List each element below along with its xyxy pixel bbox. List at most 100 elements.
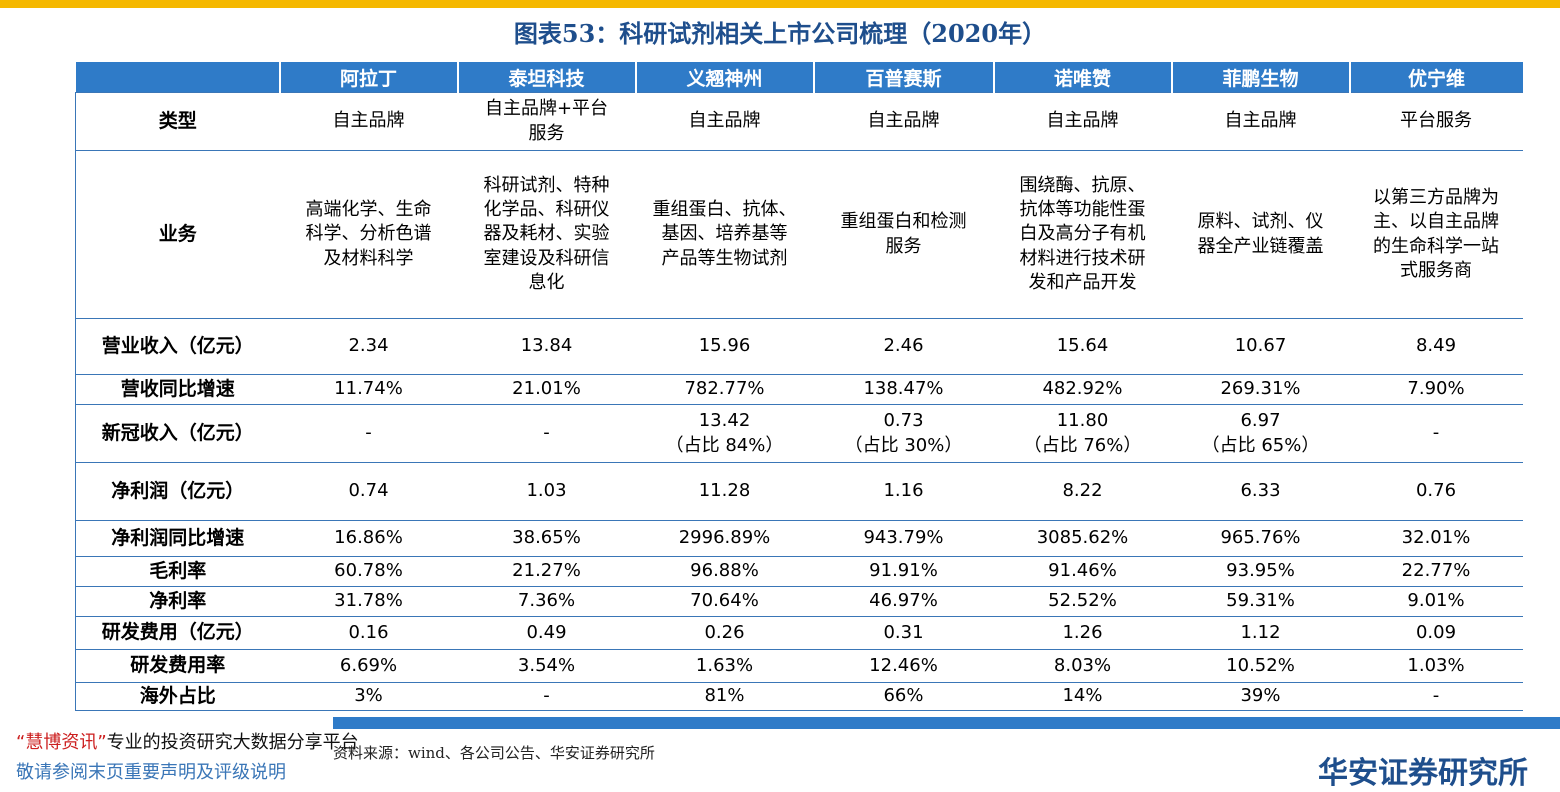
table-cell: 围绕酶、抗原、 抗体等功能性蛋 白及高分子有机 材料进行技术研 发和产品开发 [993,150,1172,319]
row-label: 净利润（亿元） [75,462,280,521]
row-label: 毛利率 [75,556,280,587]
column-header: 泰坦科技 [457,62,637,93]
table-cell: 93.95% [1171,556,1350,587]
header-corner-cell [75,62,281,93]
row-label: 业务 [75,150,280,319]
table-cell: 59.31% [1171,586,1350,617]
row-label: 海外占比 [75,682,280,711]
table-cell: 12.46% [813,649,994,683]
table-cell: 965.76% [1171,520,1350,557]
table-cell: 1.12 [1171,616,1350,650]
row-label: 类型 [75,92,280,151]
table-cell: 91.91% [813,556,994,587]
table-cell: 15.96 [635,318,814,375]
table-row: 类型 自主品牌 自主品牌+平台 服务 自主品牌 自主品牌 自主品牌 自主品牌 平台服务 [75,92,1523,151]
table-cell: 6.69% [279,649,458,683]
promo-slogan: 专业的投资研究大数据分享平台 [106,732,359,753]
table-cell: - [457,404,636,463]
table-cell: 8.49 [1349,318,1523,375]
table-cell: 482.92% [993,374,1172,405]
table-cell: 自主品牌 [1171,92,1350,151]
company-comparison-table-wrapper: 阿拉丁 泰坦科技 义翘神州 百普赛斯 诺唯赞 菲鹏生物 优宁维 类型 自主品牌 自主品牌+平台 … [75,62,1523,711]
table-cell: 0.31 [813,616,994,650]
bottom-accent-bar [333,717,1560,729]
table-cell: - [1349,682,1523,711]
table-cell: 8.03% [993,649,1172,683]
table-cell: 60.78% [279,556,458,587]
table-cell: 782.77% [635,374,814,405]
table-cell: 66% [813,682,994,711]
table-cell: 39% [1171,682,1350,711]
table-cell: 96.88% [635,556,814,587]
table-cell: 52.52% [993,586,1172,617]
table-cell: - [279,404,458,463]
table-cell: 0.26 [635,616,814,650]
table-row: 业务 高端化学、生命 科学、分析色谱 及材料科学 科研试剂、特种 化学品、科研仪 器… [75,150,1523,319]
table-cell: 13.42 （占比 84%） [635,404,814,463]
table-cell: 21.27% [457,556,636,587]
table-row: 新冠收入（亿元） - -13.42 （占比 84%） 0.73 （占比 30%） 11.… [75,404,1523,463]
table-row: 净利润同比增速 16.86% 38.65% 2996.89% 943.79% 3085.6… [75,520,1523,557]
column-header: 阿拉丁 [279,62,459,93]
table-cell: 3085.62% [993,520,1172,557]
table-header-row: 阿拉丁 泰坦科技 义翘神州 百普赛斯 诺唯赞 菲鹏生物 优宁维 [75,62,1523,93]
table-cell: 3.54% [457,649,636,683]
table-cell: 1.16 [813,462,994,521]
table-row: 营业收入（亿元） 2.34 13.84 15.96 2.46 15.64 10.67 8.49 [75,318,1523,375]
table-row: 研发费用率 6.69% 3.54% 1.63% 12.46% 8.03% 10.52% 1.0… [75,649,1523,683]
promo-text: “慧博资讯”专业的投资研究大数据分享平台 [16,728,359,754]
table-cell: 6.97 （占比 65%） [1171,404,1350,463]
table-row: 净利润（亿元） 0.74 1.03 11.28 1.16 8.22 6.33 0.76 [75,462,1523,521]
table-cell: 平台服务 [1349,92,1523,151]
column-header: 优宁维 [1349,62,1523,93]
top-accent-bar [0,0,1560,8]
table-cell: 70.64% [635,586,814,617]
table-cell: - [1349,404,1523,463]
table-cell: 15.64 [993,318,1172,375]
table-cell: 269.31% [1171,374,1350,405]
table-row: 净利率 31.78% 7.36% 70.64% 46.97% 52.52% 59.31% 9.… [75,586,1523,617]
table-cell: 1.03 [457,462,636,521]
row-label: 营收同比增速 [75,374,280,405]
table-cell: 2.46 [813,318,994,375]
table-cell: 13.84 [457,318,636,375]
row-label: 净利率 [75,586,280,617]
table-cell: 46.97% [813,586,994,617]
footer-logo: 华安证券研究所 [1318,756,1528,791]
table-cell: 2.34 [279,318,458,375]
table-cell: 0.49 [457,616,636,650]
table-cell: 以第三方品牌为 主、以自主品牌 的生命科学一站 式服务商 [1349,150,1523,319]
column-header: 诺唯赞 [993,62,1173,93]
page-title: 图表53：科研试剂相关上市公司梳理（2020年） [513,19,1047,48]
table-cell: 138.47% [813,374,994,405]
row-label: 营业收入（亿元） [75,318,280,375]
promo-brand: “慧博资讯” [16,732,107,753]
table-cell: 重组蛋白和检测 服务 [813,150,994,319]
table-cell: 0.76 [1349,462,1523,521]
table-cell: 22.77% [1349,556,1523,587]
column-header: 菲鹏生物 [1171,62,1351,93]
table-cell: 自主品牌 [635,92,814,151]
column-header: 义翘神州 [635,62,815,93]
table-cell: 高端化学、生命 科学、分析色谱 及材料科学 [279,150,458,319]
table-row: 毛利率 60.78% 21.27% 96.88% 91.91% 91.46% 93.95% 2… [75,556,1523,587]
table-cell: 11.74% [279,374,458,405]
table-cell: 10.67 [1171,318,1350,375]
table-cell: - [457,682,636,711]
table-cell: 1.63% [635,649,814,683]
table-cell: 11.80 （占比 76%） [993,404,1172,463]
row-label: 研发费用率 [75,649,280,683]
table-row: 营收同比增速 11.74% 21.01% 782.77% 138.47% 482.92% 2… [75,374,1523,405]
table-row: 海外占比 3% -81% 66% 14% 39% - [75,682,1523,711]
table-cell: 11.28 [635,462,814,521]
table-cell: 91.46% [993,556,1172,587]
table-cell: 1.26 [993,616,1172,650]
table-cell: 7.36% [457,586,636,617]
table-cell: 科研试剂、特种 化学品、科研仪 器及耗材、实验 室建设及科研信 息化 [457,150,636,319]
company-comparison-table: 阿拉丁 泰坦科技 义翘神州 百普赛斯 诺唯赞 菲鹏生物 优宁维 类型 自主品牌 自主品牌+平台 … [75,62,1523,711]
table-cell: 自主品牌 [813,92,994,151]
table-body: 类型 自主品牌 自主品牌+平台 服务 自主品牌 自主品牌 自主品牌 自主品牌 平台服务 业务 高端… [75,92,1523,711]
table-cell: 重组蛋白、抗体、 基因、培养基等 产品等生物试剂 [635,150,814,319]
disclaimer-link[interactable]: 敬请参阅末页重要声明及评级说明 [16,762,286,783]
table-cell: 6.33 [1171,462,1350,521]
